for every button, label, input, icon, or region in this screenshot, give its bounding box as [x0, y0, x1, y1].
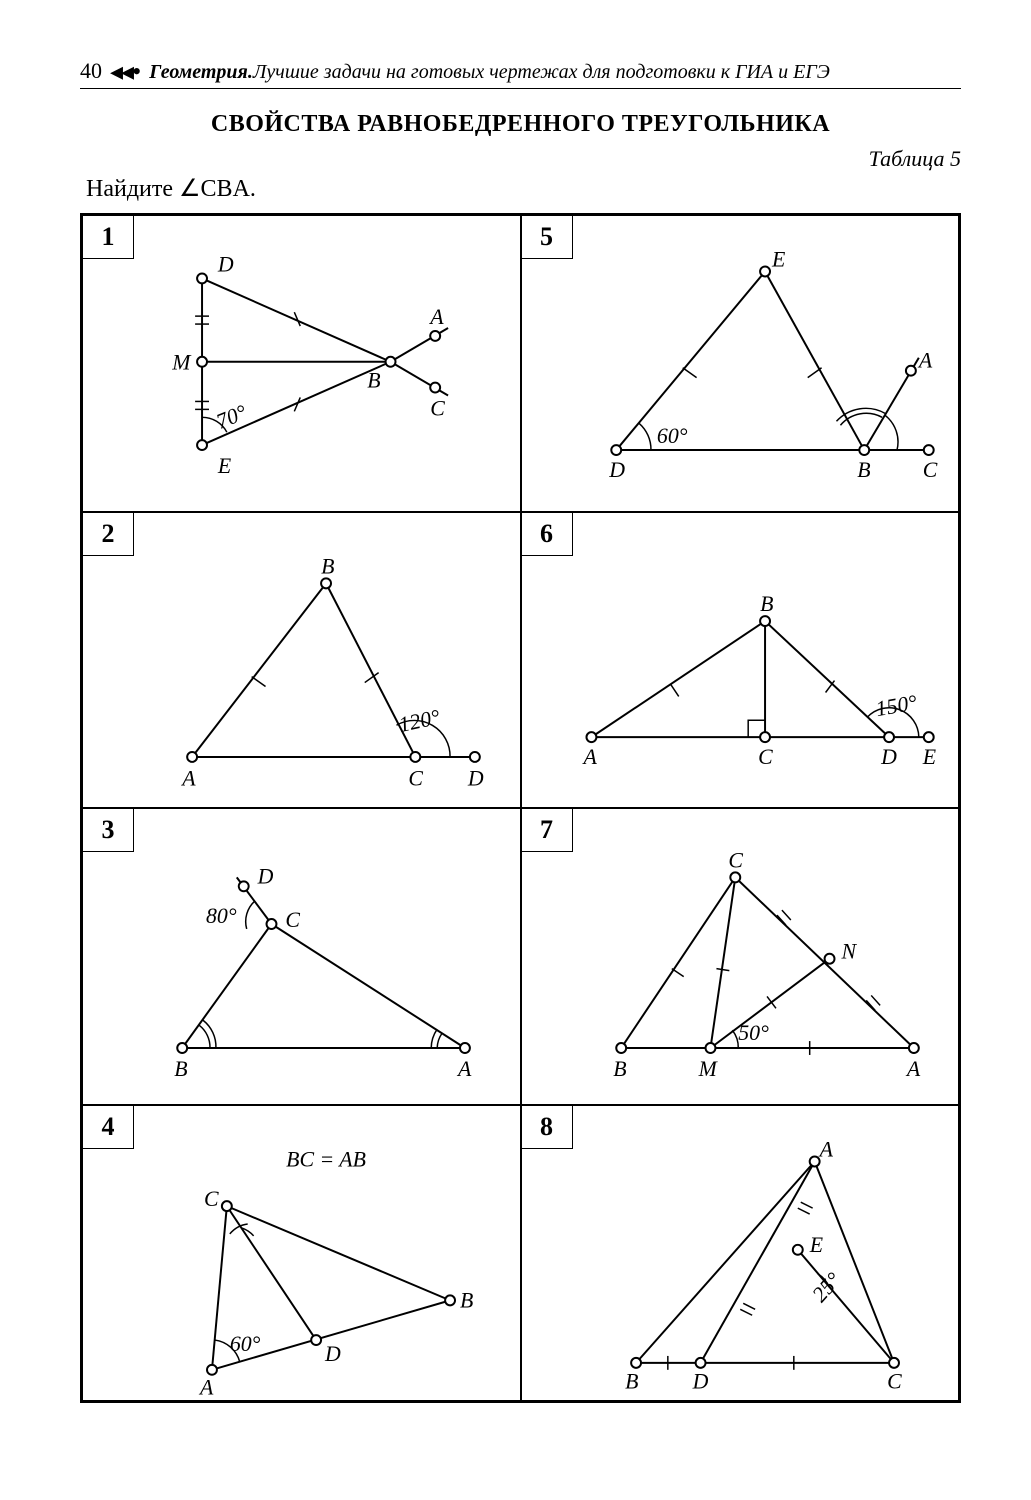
label-B: B — [174, 1057, 187, 1081]
diagram-1: D E M B A C 70° — [83, 216, 520, 511]
label-C: C — [285, 908, 300, 932]
label-D: D — [324, 1341, 341, 1365]
task-line: Найдите ∠CBA. — [86, 174, 961, 203]
label-A: A — [817, 1137, 833, 1161]
label-B: B — [613, 1057, 626, 1081]
label-C: C — [922, 458, 937, 482]
cell-number: 5 — [522, 216, 573, 259]
label-A: A — [904, 1057, 920, 1081]
cell-8: 8 B C A — [521, 1105, 960, 1402]
label-A: A — [916, 349, 932, 373]
cell-5: 5 D E — [521, 215, 960, 512]
diagram-6: A B C D E 150° — [522, 513, 959, 808]
cell-number: 1 — [83, 216, 134, 259]
cell-number: 7 — [522, 809, 573, 852]
label-D: D — [880, 744, 897, 768]
cell-number: 2 — [83, 513, 134, 556]
label-B: B — [321, 554, 334, 578]
label-E: E — [217, 454, 231, 478]
cell-6: 6 A B C — [521, 512, 960, 809]
label-N: N — [840, 940, 857, 964]
label-M: M — [171, 351, 192, 375]
extra-text: BC = AB — [286, 1147, 366, 1171]
label-B: B — [367, 369, 380, 393]
label-E: E — [921, 744, 935, 768]
label-M: M — [697, 1057, 718, 1081]
angle-150: 150° — [873, 690, 918, 721]
cell-2: 2 A B C D 120° — [82, 512, 521, 809]
cell-7: 7 — [521, 808, 960, 1105]
label-A: A — [198, 1375, 214, 1399]
page: 40 ◂◂• Геометрия. Лучшие задачи на готов… — [0, 0, 1031, 1500]
label-D: D — [608, 458, 625, 482]
label-B: B — [857, 458, 870, 482]
diagram-3: B A C D 80° — [83, 809, 520, 1104]
label-B: B — [760, 592, 773, 616]
running-header: 40 ◂◂• Геометрия. Лучшие задачи на готов… — [80, 58, 961, 89]
diagram-grid: 1 — [80, 213, 961, 1403]
label-C: C — [204, 1187, 219, 1211]
angle-60: 60° — [656, 424, 687, 448]
label-A: A — [456, 1057, 472, 1081]
page-number: 40 — [80, 58, 102, 84]
header-title-rest: Лучшие задачи на готовых чертежах для по… — [253, 61, 830, 84]
label-B: B — [625, 1369, 638, 1393]
label-E: E — [808, 1232, 822, 1256]
task-prefix: Найдите — [86, 176, 179, 202]
label-C: C — [758, 744, 773, 768]
header-title-bold: Геометрия. — [149, 61, 253, 84]
cell-4: 4 BC = AB A C B D 60° — [82, 1105, 521, 1402]
label-D: D — [257, 864, 274, 888]
label-C: C — [728, 848, 743, 872]
diagram-4: BC = AB A C B D 60° — [83, 1106, 520, 1401]
label-D: D — [217, 252, 234, 276]
label-C: C — [887, 1369, 902, 1393]
angle-80: 80° — [206, 904, 237, 928]
task-angle: ∠CBA. — [179, 176, 256, 202]
angle-120: 120° — [397, 704, 443, 736]
label-B: B — [460, 1288, 473, 1312]
angle-50: 50° — [738, 1021, 769, 1045]
label-A: A — [428, 305, 444, 329]
diagram-7: B A C M N 50° — [522, 809, 959, 1104]
label-D: D — [691, 1369, 708, 1393]
angle-70: 70° — [213, 400, 251, 434]
cell-number: 4 — [83, 1106, 134, 1149]
cell-number: 8 — [522, 1106, 573, 1149]
cell-number: 6 — [522, 513, 573, 556]
label-A: A — [581, 744, 597, 768]
diagram-2: A B C D 120° — [83, 513, 520, 808]
diagram-5: D E B C A 60° — [522, 216, 959, 511]
angle-60: 60° — [230, 1331, 261, 1355]
cell-3: 3 B A C D 80° — [82, 808, 521, 1105]
section-title: СВОЙСТВА РАВНОБЕДРЕННОГО ТРЕУГОЛЬНИКА — [80, 111, 961, 138]
label-E: E — [770, 248, 784, 272]
diagram-8: B C A D E 25° — [522, 1106, 959, 1401]
label-C: C — [430, 396, 445, 420]
label-A: A — [180, 766, 196, 790]
cell-1: 1 — [82, 215, 521, 512]
table-label: Таблица 5 — [80, 146, 961, 172]
label-D: D — [467, 766, 484, 790]
cell-number: 3 — [83, 809, 134, 852]
label-C: C — [408, 766, 423, 790]
